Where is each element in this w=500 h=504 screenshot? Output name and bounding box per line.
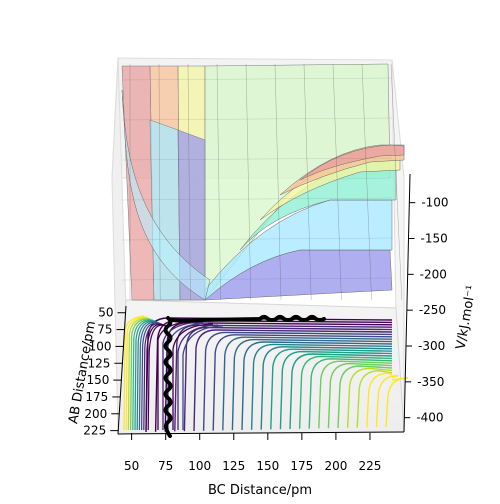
surface-grid-line — [216, 63, 221, 301]
reaction-path — [163, 315, 326, 438]
surface-grid-line — [121, 277, 393, 281]
contour-line — [183, 326, 393, 432]
surface-grid-line — [121, 157, 393, 161]
x-tick-label: 150 — [256, 459, 279, 473]
contour-line — [231, 338, 393, 431]
y-tick-label: 125 — [88, 356, 111, 370]
z-tick-label: -200 — [420, 267, 447, 281]
contour-line — [270, 348, 393, 430]
surface-band — [299, 144, 405, 181]
surface-band — [121, 65, 155, 301]
z-axis-line — [403, 173, 411, 433]
surface-fill — [121, 63, 405, 301]
x-tick-label: 50 — [124, 459, 139, 473]
contour-line — [167, 322, 209, 430]
z-axis-ticks: -100 -150 -200 -250 -300 -350 -400 — [404, 196, 449, 425]
z-tick-label: -100 — [421, 196, 448, 210]
x-tick-label: 100 — [188, 459, 211, 473]
contour-line — [385, 377, 409, 428]
z-tick-label: -250 — [419, 303, 446, 317]
y-tick-label: 50 — [98, 306, 113, 320]
surface-grid-line — [390, 63, 402, 301]
contour-line — [366, 372, 393, 428]
surface-grid-line — [121, 237, 393, 241]
contour-line — [308, 358, 393, 429]
contour-line — [289, 353, 393, 430]
y-tick-label: 75 — [97, 323, 112, 337]
surface-grid-line — [187, 63, 191, 301]
x-tick-label: 175 — [290, 459, 313, 473]
contour-line — [346, 367, 393, 428]
contour-line — [125, 316, 147, 431]
contour-line — [132, 319, 153, 431]
contour-line — [279, 350, 393, 430]
x-axis-ticks: 50 75 100 125 150 175 200 225 — [124, 433, 381, 473]
contour-line — [202, 331, 393, 431]
z-tick-label: -150 — [421, 232, 448, 246]
x-tick-label: 125 — [222, 459, 245, 473]
contour-line — [182, 325, 224, 430]
x-tick-label: 225 — [358, 459, 381, 473]
x-axis-label: BC Distance/pm — [208, 483, 312, 498]
y-tick-label: 225 — [83, 424, 106, 438]
contour-line — [193, 329, 393, 432]
surface-grid-line — [121, 197, 393, 201]
surface-grid-line — [303, 63, 312, 301]
z-axis-label: V/kJ.mol⁻¹ — [454, 284, 480, 351]
surface-grid-line — [274, 63, 282, 301]
floor-contours — [123, 315, 409, 433]
y-axis-ticks: 50 75 100 125 150 175 200 225 — [83, 306, 126, 438]
z-tick-label: -300 — [418, 339, 445, 353]
surface-grid-line — [245, 63, 251, 301]
surface-grid-line — [361, 63, 372, 301]
x-tick-label: 75 — [158, 459, 173, 473]
contour-line — [136, 320, 158, 431]
contour-line — [123, 315, 145, 431]
contour-line — [375, 374, 399, 428]
contour-line — [222, 336, 393, 431]
surface-grid-line — [121, 77, 393, 81]
contour-line — [162, 321, 204, 430]
contour-line — [174, 324, 393, 432]
contour-line — [260, 346, 393, 430]
x-tick-label: 200 — [324, 459, 347, 473]
z-tick-label: -350 — [417, 375, 444, 389]
contour-line — [127, 317, 149, 431]
reaction-path-line — [163, 315, 326, 438]
contour-line — [318, 360, 393, 429]
contour-line — [177, 324, 219, 430]
contour-line — [212, 334, 393, 431]
contour-line — [172, 323, 214, 430]
contour-line — [130, 318, 151, 431]
contour-line — [134, 320, 156, 431]
y-tick-label: 150 — [86, 373, 109, 387]
y-tick-label: 200 — [84, 407, 107, 421]
y-axis-line — [117, 305, 127, 435]
y-tick-label: 100 — [89, 339, 112, 353]
y-tick-label: 175 — [85, 390, 108, 404]
contour-line — [356, 370, 393, 428]
contour-line — [337, 365, 393, 429]
contour-line — [147, 324, 169, 431]
contour-line — [327, 362, 393, 429]
surface-grid-line — [332, 63, 342, 301]
z-tick-label: -400 — [416, 411, 443, 425]
contour-line — [298, 355, 393, 429]
surface-grid — [121, 63, 402, 301]
surface-grid-line — [158, 63, 161, 301]
contour-line — [250, 343, 393, 430]
surface-grid-line — [121, 117, 393, 121]
contour-line — [241, 341, 393, 431]
